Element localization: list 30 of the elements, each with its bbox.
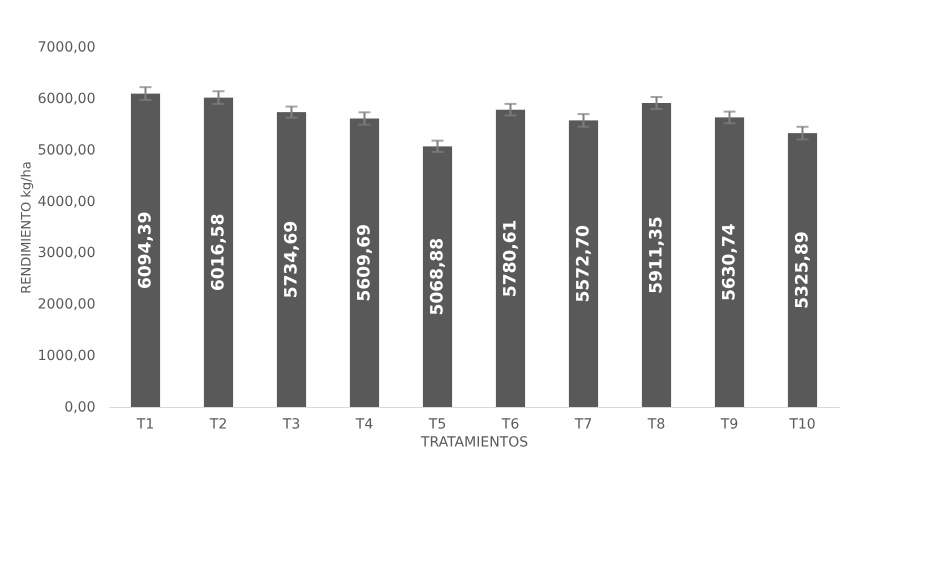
data-label: 6016,58 — [208, 214, 228, 292]
y-tick-label: 3000,00 — [38, 245, 96, 262]
y-tick-label: 0,00 — [64, 400, 96, 416]
x-tick-label: T2 — [208, 416, 228, 432]
x-tick-label: T5 — [428, 416, 446, 432]
data-label: 5068,88 — [428, 238, 448, 316]
y-tick-label: 4000,00 — [38, 194, 96, 210]
y-tick-label: 6000,00 — [38, 90, 96, 107]
x-tick-label: T1 — [136, 416, 154, 432]
data-label: 5572,70 — [574, 224, 594, 302]
data-label: 5780,61 — [500, 220, 520, 298]
data-label: 5734,69 — [282, 220, 302, 298]
data-label: 5630,74 — [720, 223, 740, 301]
x-tick-label: T6 — [500, 416, 520, 432]
data-label: 6094,39 — [136, 212, 156, 290]
y-axis-title: RENDIMIENTO kg/ha — [20, 161, 35, 294]
y-tick-label: 1000,00 — [38, 348, 96, 364]
y-tick-label: 5000,00 — [38, 142, 96, 158]
y-tick-label: 2000,00 — [38, 296, 96, 313]
x-tick-label: T9 — [720, 416, 738, 432]
data-label: 5911,35 — [646, 216, 666, 294]
x-tick-label: T10 — [788, 416, 816, 432]
y-tick-label: 7000,00 — [38, 40, 96, 56]
data-label: 5609,69 — [354, 224, 374, 302]
x-tick-label: T7 — [574, 416, 592, 432]
x-tick-label: T3 — [282, 416, 300, 432]
x-tick-label: T4 — [354, 416, 374, 432]
x-axis-title: TRATAMIENTOS — [420, 434, 528, 450]
x-tick-label: T8 — [646, 416, 666, 432]
data-label: 5325,89 — [792, 231, 812, 309]
